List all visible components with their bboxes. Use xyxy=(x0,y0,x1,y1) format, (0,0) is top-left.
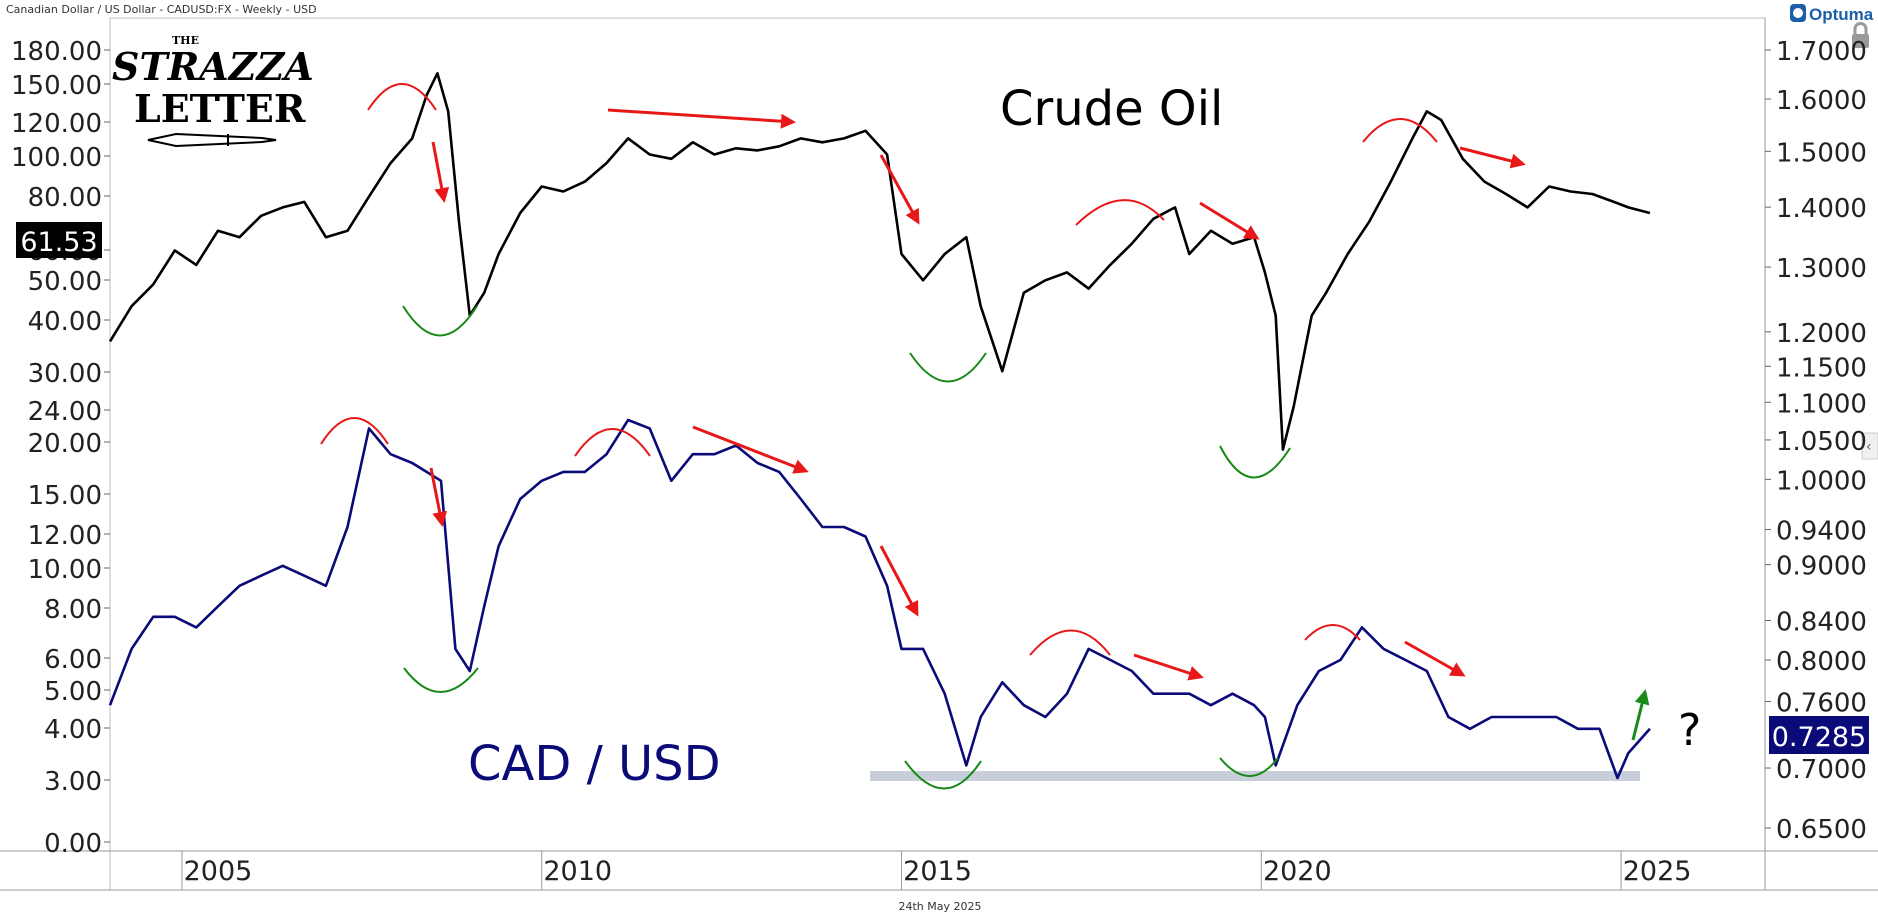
left-axis-tick-label: 0.00 xyxy=(44,829,102,859)
x-axis-tick-label: 2010 xyxy=(543,856,612,887)
left-axis-ticks: 180.00150.00120.00100.0080.0060.0050.004… xyxy=(11,37,110,859)
plot-frame xyxy=(109,17,1766,891)
left-axis-tick-label: 30.00 xyxy=(28,359,102,389)
x-axis-tick-label: 2015 xyxy=(903,856,972,887)
left-axis-tick-label: 3.00 xyxy=(44,767,102,797)
trough-arc xyxy=(403,667,479,693)
green-arrow xyxy=(1631,689,1650,741)
red-arrow xyxy=(1199,201,1260,240)
footer-date: 24th May 2025 xyxy=(898,900,981,913)
left-axis-tick-label: 120.00 xyxy=(11,109,102,139)
cad-last-value-badge: 0.7285 xyxy=(1769,716,1869,754)
right-axis-tick-label: 0.6500 xyxy=(1776,815,1867,845)
left-axis-tick-label: 4.00 xyxy=(44,715,102,745)
optuma-brand-text: Optuma xyxy=(1809,5,1874,24)
peak-arc xyxy=(367,83,437,111)
right-axis-ticks: 1.7000 1.6000 1.5000 1.4000 1.3000 1.2000 1.15… xyxy=(1765,37,1867,845)
logo-strazza: STRAZZA xyxy=(112,44,314,89)
left-axis-tick-label: 40.00 xyxy=(28,307,102,337)
red-arrow xyxy=(879,154,920,225)
left-axis-tick-label: 100.00 xyxy=(11,143,102,173)
peak-arc xyxy=(1075,199,1165,226)
left-axis-tick-label: 6.00 xyxy=(44,645,102,675)
right-axis-tick-label: 1.0500 xyxy=(1776,427,1867,457)
collapse-handle-icon[interactable]: ‹ xyxy=(1861,432,1878,460)
trough-arc xyxy=(402,305,478,337)
left-axis-tick-label: 5.00 xyxy=(44,677,102,707)
strazza-letter-logo: THE STRAZZA LETTER xyxy=(112,34,314,148)
peak-arc xyxy=(1304,624,1361,641)
cad-usd-label: CAD / USD xyxy=(468,736,721,792)
left-axis-tick-label: 10.00 xyxy=(28,555,102,585)
lock-icon[interactable] xyxy=(1852,22,1869,48)
left-axis-tick-label: 50.00 xyxy=(28,267,102,297)
x-axis-tick-label: 2005 xyxy=(184,856,253,887)
left-axis-tick-label: 12.00 xyxy=(28,521,102,551)
right-axis-tick-label: 0.9000 xyxy=(1776,552,1867,582)
left-axis-tick-label: 15.00 xyxy=(28,481,102,511)
trough-arc xyxy=(909,352,987,383)
svg-text:61.53: 61.53 xyxy=(20,227,97,258)
right-axis-tick-label: 0.7600 xyxy=(1776,688,1867,718)
right-axis-tick-label: 1.2000 xyxy=(1776,319,1867,349)
left-axis-tick-label: 24.00 xyxy=(28,397,102,427)
svg-text:0.7285: 0.7285 xyxy=(1772,722,1866,753)
peak-arc xyxy=(574,428,651,457)
series-line-cad-usd xyxy=(108,418,1651,780)
question-mark: ? xyxy=(1678,705,1701,756)
red-arrow xyxy=(879,545,919,617)
left-axis-tick-label: 180.00 xyxy=(11,37,102,67)
crude-oil-label: Crude Oil xyxy=(1000,81,1223,137)
right-axis-tick-label: 1.0000 xyxy=(1776,466,1867,496)
logo-letter: LETTER xyxy=(134,86,306,131)
optuma-brand: Optuma xyxy=(1790,4,1874,24)
red-arrow xyxy=(429,467,448,527)
right-axis-tick-label: 1.1000 xyxy=(1776,389,1867,419)
red-arrow xyxy=(1404,640,1466,677)
chart-title: Canadian Dollar / US Dollar - CADUSD:FX … xyxy=(6,3,317,16)
fountain-pen-icon xyxy=(147,132,277,148)
x-axis-ticks: 2005 2010 2015 2020 2025 xyxy=(181,851,1692,890)
peak-arc xyxy=(1029,629,1111,656)
right-axis-tick-label: 0.8400 xyxy=(1776,607,1867,637)
trough-arc xyxy=(1219,445,1291,479)
logo-the: THE xyxy=(172,34,199,47)
x-axis-tick-label: 2025 xyxy=(1623,856,1692,887)
right-axis-tick-label: 1.6000 xyxy=(1776,86,1867,116)
annotation-arrows xyxy=(429,108,1650,741)
left-axis-tick-label: 20.00 xyxy=(28,429,102,459)
peak-arc xyxy=(1362,118,1438,143)
red-arrow xyxy=(607,108,796,129)
red-arrow xyxy=(1133,653,1204,681)
right-axis-tick-label: 0.7000 xyxy=(1776,755,1867,785)
annotation-arcs xyxy=(320,83,1438,790)
crude-last-value-badge: 61.53 xyxy=(16,222,102,258)
right-axis-tick-label: 0.8000 xyxy=(1776,647,1867,677)
left-axis-tick-label: 150.00 xyxy=(11,71,102,101)
optuma-logo-dot xyxy=(1793,8,1803,18)
right-axis-tick-label: 0.9400 xyxy=(1776,516,1867,546)
right-axis-tick-label: 1.7000 xyxy=(1776,37,1867,67)
series-line-crude-oil xyxy=(108,72,1651,451)
right-axis-tick-label: 1.1500 xyxy=(1776,353,1867,383)
red-arrow xyxy=(1459,146,1526,169)
left-axis-tick-label: 8.00 xyxy=(44,595,102,625)
right-axis-tick-label: 1.5000 xyxy=(1776,138,1867,168)
right-axis-tick-label: 1.4000 xyxy=(1776,194,1867,224)
trough-arc xyxy=(1219,757,1279,777)
left-axis-tick-label: 80.00 xyxy=(28,183,102,213)
x-axis-tick-label: 2020 xyxy=(1263,856,1332,887)
trough-arc xyxy=(904,760,982,790)
peak-arc xyxy=(320,417,389,445)
red-arrow xyxy=(692,425,809,474)
red-arrow xyxy=(431,141,450,203)
right-axis-tick-label: 1.3000 xyxy=(1776,254,1867,284)
svg-text:‹: ‹ xyxy=(1866,439,1872,455)
